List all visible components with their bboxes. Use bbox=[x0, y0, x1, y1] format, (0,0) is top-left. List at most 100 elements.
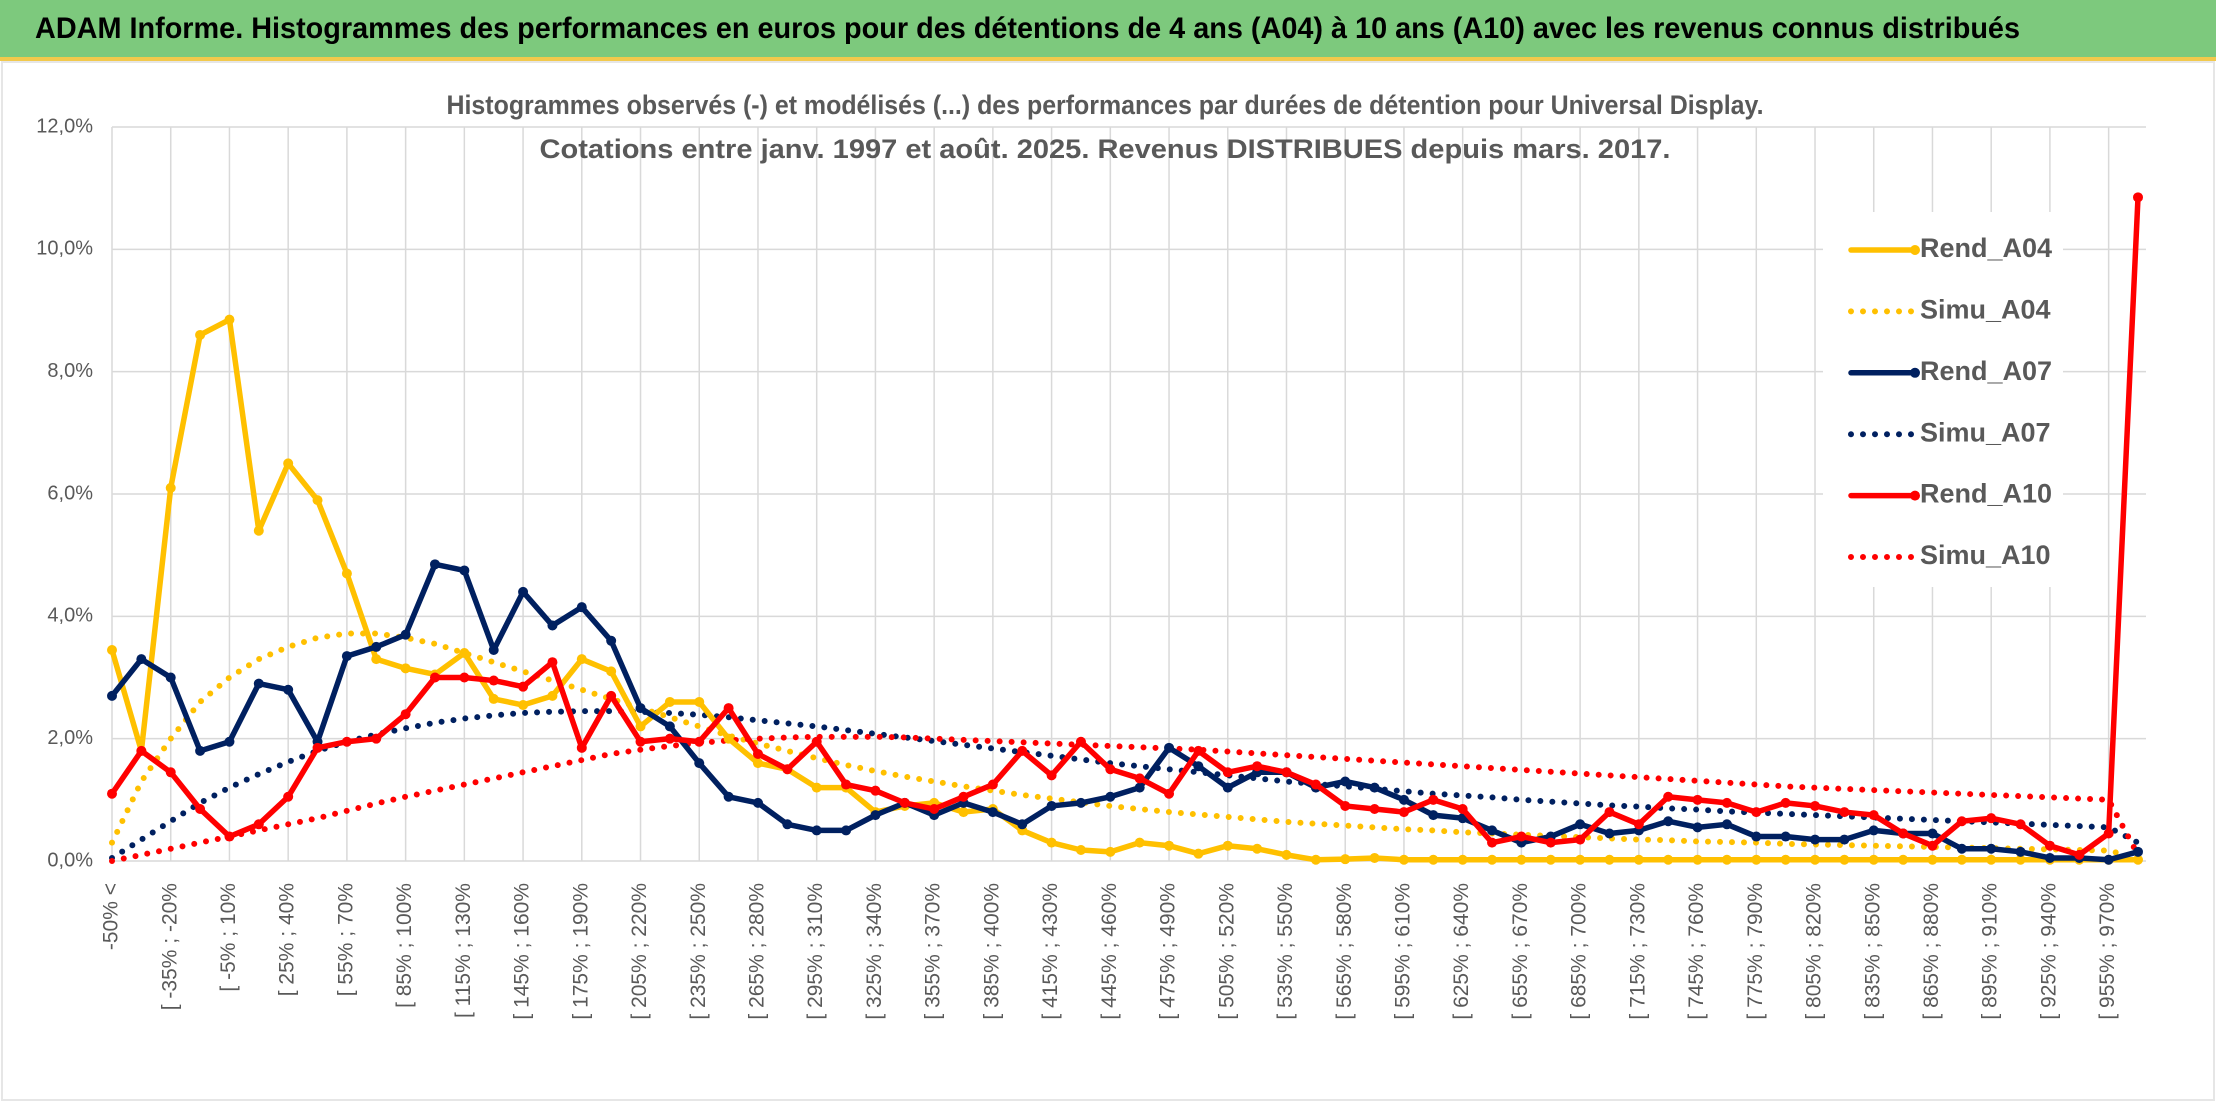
point bbox=[1810, 800, 1821, 811]
point bbox=[1545, 854, 1556, 865]
point bbox=[1252, 761, 1263, 772]
x-tick-label: [ 265% ; 280% bbox=[746, 883, 769, 1020]
point bbox=[341, 568, 352, 579]
point bbox=[1105, 846, 1116, 857]
point bbox=[488, 693, 499, 704]
point bbox=[1692, 854, 1703, 865]
point bbox=[1457, 854, 1468, 865]
point bbox=[723, 791, 734, 802]
x-tick-label: [ 445% ; 460% bbox=[1098, 883, 1121, 1020]
point bbox=[1604, 807, 1615, 818]
x-tick-label: [ 295% ; 310% bbox=[804, 883, 827, 1020]
chart-title: Histogrammes observés (-) et modélisés (… bbox=[447, 90, 1764, 120]
point bbox=[224, 314, 235, 325]
point bbox=[371, 654, 382, 665]
point bbox=[987, 779, 998, 790]
point bbox=[841, 825, 852, 836]
point bbox=[1721, 819, 1732, 830]
point bbox=[488, 675, 499, 686]
point bbox=[811, 782, 822, 793]
point bbox=[1692, 794, 1703, 805]
point bbox=[1927, 840, 1938, 851]
point bbox=[576, 742, 587, 753]
point bbox=[488, 644, 499, 655]
point bbox=[752, 748, 763, 759]
x-tick-label: [ 145% ; 160% bbox=[511, 883, 534, 1020]
point bbox=[1663, 791, 1674, 802]
point bbox=[1193, 745, 1204, 756]
point bbox=[1222, 840, 1233, 851]
point bbox=[1193, 848, 1204, 859]
point bbox=[1046, 800, 1057, 811]
point bbox=[1575, 834, 1586, 845]
legend-label: Simu_A04 bbox=[1920, 295, 2051, 325]
plot: 0,0% 2,0% 4,0% 6,0% 8,0% 10,0% 12,0% -50% < [ -3… bbox=[36, 115, 2146, 1020]
point bbox=[283, 684, 294, 695]
x-tick-label: [ 55% ; 70% bbox=[334, 883, 357, 996]
point bbox=[1663, 854, 1674, 865]
point bbox=[1164, 840, 1175, 851]
point bbox=[1428, 810, 1439, 821]
x-tick-label: [ 925% ; 940% bbox=[2037, 883, 2060, 1020]
point bbox=[606, 666, 617, 677]
x-tick-label: [ 85% ; 100% bbox=[393, 883, 416, 1008]
point bbox=[694, 758, 705, 769]
point bbox=[2133, 846, 2143, 857]
point bbox=[1721, 854, 1732, 865]
point bbox=[371, 641, 382, 652]
point bbox=[1428, 854, 1439, 865]
point bbox=[1780, 797, 1791, 808]
x-tick-label: [ 355% ; 370% bbox=[922, 883, 945, 1020]
y-tick-label: 4,0% bbox=[47, 605, 93, 627]
point bbox=[2015, 846, 2026, 857]
point bbox=[1281, 849, 1292, 860]
x-tick-label: [ 175% ; 190% bbox=[569, 883, 592, 1020]
point bbox=[518, 700, 529, 711]
x-tick-label: [ 535% ; 550% bbox=[1274, 883, 1297, 1020]
point bbox=[958, 807, 969, 818]
legend-box bbox=[1823, 212, 2063, 587]
point bbox=[1017, 745, 1028, 756]
point bbox=[1751, 831, 1762, 842]
point bbox=[224, 736, 235, 747]
point bbox=[371, 733, 382, 744]
point bbox=[341, 736, 352, 747]
point bbox=[459, 565, 470, 576]
point bbox=[2015, 854, 2026, 865]
point bbox=[165, 767, 176, 778]
point bbox=[1810, 834, 1821, 845]
point bbox=[518, 586, 529, 597]
point bbox=[1193, 761, 1204, 772]
point bbox=[606, 690, 617, 701]
point bbox=[253, 678, 264, 689]
point bbox=[1340, 854, 1351, 865]
x-tick-label: -50% < bbox=[100, 883, 123, 950]
point bbox=[1780, 854, 1791, 865]
point bbox=[782, 764, 793, 775]
point bbox=[1927, 828, 1938, 839]
point bbox=[1369, 782, 1380, 793]
point bbox=[2103, 854, 2114, 865]
x-tick-label: [ 715% ; 730% bbox=[1626, 883, 1649, 1020]
point bbox=[1839, 834, 1850, 845]
point bbox=[1134, 782, 1145, 793]
point bbox=[107, 644, 117, 655]
point bbox=[2044, 852, 2055, 863]
chart-frame bbox=[1, 61, 2215, 1101]
x-tick-label: [ 475% ; 490% bbox=[1157, 883, 1180, 1020]
point bbox=[283, 458, 294, 469]
point bbox=[576, 602, 587, 613]
point bbox=[1017, 819, 1028, 830]
point bbox=[195, 329, 206, 340]
point bbox=[1428, 794, 1439, 805]
x-tick-label: [ 955% ; 970% bbox=[2096, 883, 2119, 1020]
point bbox=[1986, 854, 1997, 865]
point bbox=[694, 696, 705, 707]
point bbox=[752, 758, 763, 769]
point bbox=[1751, 807, 1762, 818]
point bbox=[1692, 822, 1703, 833]
point bbox=[1105, 764, 1116, 775]
point bbox=[635, 736, 646, 747]
point bbox=[1075, 797, 1086, 808]
point bbox=[694, 736, 705, 747]
